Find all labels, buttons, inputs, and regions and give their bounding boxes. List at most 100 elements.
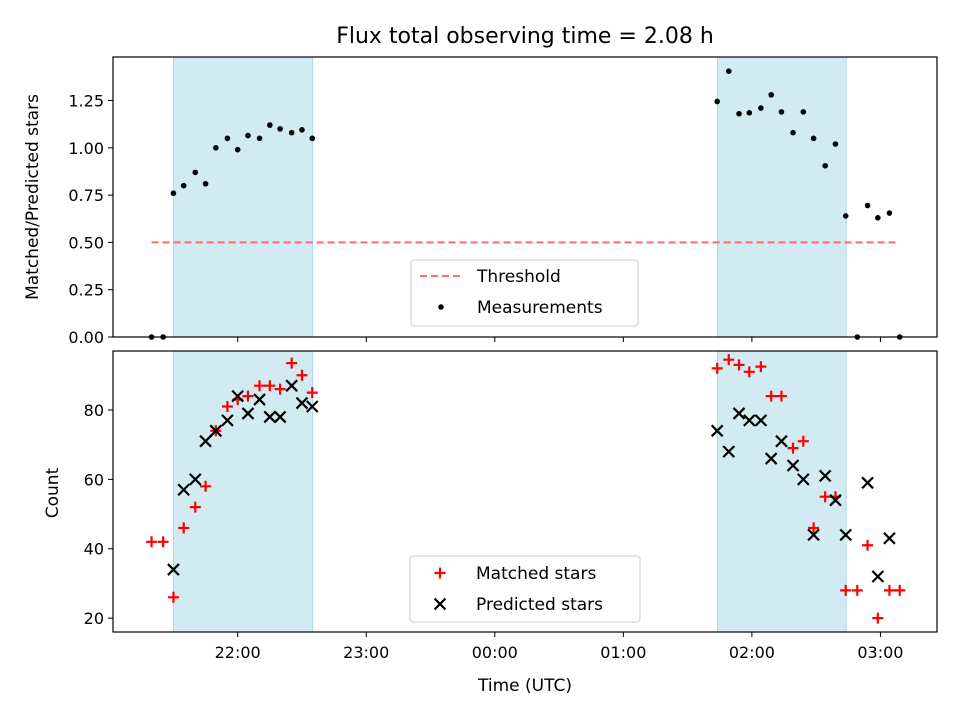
matched-star-point xyxy=(264,380,276,392)
matched-star-point xyxy=(755,361,767,373)
predicted-star-point xyxy=(722,445,736,458)
matched-star-point xyxy=(765,390,777,402)
predicted-star-point xyxy=(829,493,842,507)
measurement-point xyxy=(725,68,732,74)
matched-star-point xyxy=(872,612,884,624)
predicted-star-point xyxy=(807,528,820,542)
measurement-point xyxy=(768,92,774,98)
matched-star-point xyxy=(797,435,809,447)
predicted-star-point xyxy=(241,407,255,420)
measurement-point xyxy=(299,127,305,133)
matched-star-point xyxy=(242,390,254,402)
predicted-star-point xyxy=(167,563,180,576)
measurement-point xyxy=(192,169,199,176)
matched-star-point xyxy=(723,354,735,366)
predicted-star-point xyxy=(861,476,874,490)
matched-star-point xyxy=(254,380,266,392)
measurement-point xyxy=(224,135,231,142)
measurement-point xyxy=(213,145,219,151)
matched-star-point xyxy=(819,491,831,503)
x-axis-label: Time (UTC) xyxy=(477,676,572,696)
predicted-star-point xyxy=(231,389,244,403)
top-y-tick-label: 1.00 xyxy=(68,139,104,158)
predicted-star-point xyxy=(188,473,202,486)
matched-star-point xyxy=(178,522,190,534)
x-tick-label: 02:00 xyxy=(729,643,775,662)
measurement-point xyxy=(875,215,881,221)
chart-title: Flux total observing time = 2.08 h xyxy=(336,24,714,49)
legend-predicted-label: Predicted stars xyxy=(476,595,603,615)
top-observing-window-1 xyxy=(172,56,314,338)
matched-star-point xyxy=(200,480,212,492)
x-tick-label: 03:00 xyxy=(857,643,903,662)
top-panel: 0.00 0.25 0.50 0.75 1.00 1.25 Threshold Measure… xyxy=(68,56,938,347)
predicted-star-point xyxy=(754,414,768,427)
bottom-y-tick-label: 80 xyxy=(84,401,104,420)
legend-predicted-swatch xyxy=(433,597,447,611)
measurement-point xyxy=(256,135,263,142)
matched-star-point xyxy=(808,522,820,534)
measurement-point xyxy=(309,135,316,142)
predicted-star-point xyxy=(285,379,298,392)
predicted-star-point xyxy=(871,570,885,583)
predicted-star-point xyxy=(177,483,190,497)
measurement-point xyxy=(800,109,807,115)
top-legend-box xyxy=(410,259,639,327)
matched-star-point xyxy=(296,369,308,381)
predicted-star-point xyxy=(221,414,234,427)
top-legend: Threshold Measurements xyxy=(410,259,639,327)
top-y-tick-label: 0.50 xyxy=(68,233,104,252)
predicted-star-point xyxy=(710,424,724,438)
predicted-star-point xyxy=(786,459,800,472)
predicted-star-point xyxy=(818,469,832,483)
bottom-panel: 20 40 60 80 22:00 23:00 00:00 01:00 02:00 03:00 Ma… xyxy=(84,350,938,662)
measurement-point xyxy=(245,132,251,139)
top-observing-window-2 xyxy=(717,56,847,338)
bottom-axes-frame xyxy=(112,350,938,633)
top-y-tick-label: 0.75 xyxy=(68,186,104,205)
measurement-point xyxy=(822,162,828,169)
predicted-star-point xyxy=(775,434,788,448)
matched-star-point xyxy=(894,584,906,596)
measurement-point xyxy=(810,135,817,142)
matched-star-point xyxy=(711,362,723,374)
top-y-tick-label: 0.25 xyxy=(68,281,104,300)
measurement-point xyxy=(267,122,273,128)
matched-star-point xyxy=(787,442,799,454)
predicted-star-point xyxy=(743,414,756,427)
legend-measurements-label: Measurements xyxy=(477,298,603,318)
matched-star-point xyxy=(883,584,895,596)
predicted-star-point xyxy=(273,410,287,424)
bottom-legend: Matched stars Predicted stars xyxy=(409,555,641,623)
bottom-y-tick-label: 40 xyxy=(84,540,104,559)
legend-measurements-swatch xyxy=(438,304,444,310)
measurement-point xyxy=(758,105,764,111)
x-tick-label: 22:00 xyxy=(215,643,261,662)
measurement-point xyxy=(170,190,177,197)
measurement-point xyxy=(202,180,209,187)
matched-star-point xyxy=(743,366,755,378)
matched-star-point xyxy=(851,584,863,596)
measurement-point xyxy=(736,110,742,117)
x-tick-label: 23:00 xyxy=(343,643,389,662)
legend-matched-swatch xyxy=(434,567,446,579)
legend-threshold-label: Threshold xyxy=(476,267,561,287)
top-y-axis-label: Matched/Predicted stars xyxy=(23,94,43,300)
bottom-y-axis-label: Count xyxy=(43,467,63,518)
measurement-point xyxy=(832,141,839,147)
measurement-point xyxy=(180,182,187,189)
matched-star-point xyxy=(733,359,745,371)
measurement-point xyxy=(288,129,295,136)
measurement-point xyxy=(714,98,720,105)
predicted-star-point xyxy=(199,434,212,448)
predicted-star-point xyxy=(263,410,277,424)
x-tick-label: 01:00 xyxy=(600,643,646,662)
matched-star-point xyxy=(157,536,169,548)
measurement-point xyxy=(842,213,849,219)
predicted-star-point xyxy=(764,452,778,465)
measurement-point xyxy=(778,109,785,115)
measurement-point xyxy=(746,110,753,116)
top-y-tick-label: 1.25 xyxy=(68,92,104,111)
bottom-y-tick-label: 20 xyxy=(84,609,104,628)
